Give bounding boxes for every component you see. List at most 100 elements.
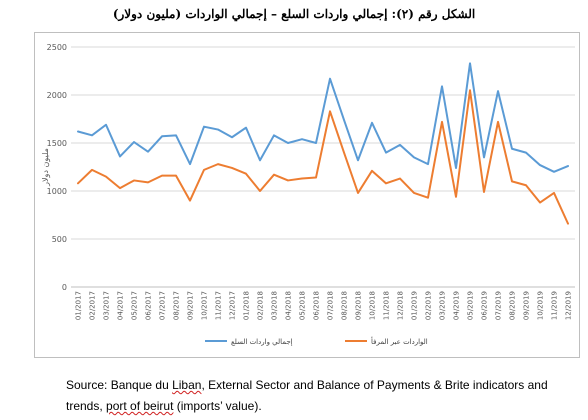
x-tick-label: 11/2018	[383, 291, 391, 320]
data-point	[119, 155, 121, 157]
data-point	[371, 122, 373, 124]
data-point	[217, 163, 219, 165]
data-point	[399, 177, 401, 179]
source-liban: Liban	[172, 378, 202, 392]
series-line-2	[77, 89, 569, 225]
data-point	[231, 167, 233, 169]
data-point	[301, 138, 303, 140]
x-tick-label: 09/2017	[187, 291, 195, 320]
data-point	[455, 196, 457, 198]
data-point	[91, 169, 93, 171]
x-tick-label: 01/2019	[411, 291, 419, 320]
x-tick-label: 06/2017	[145, 291, 153, 320]
x-tick-label: 03/2017	[103, 291, 111, 320]
x-tick-label: 01/2017	[75, 291, 83, 320]
x-tick-label: 04/2017	[117, 291, 125, 320]
x-tick-label: 11/2017	[215, 291, 223, 320]
source-prefix: Source: Banque du	[66, 378, 173, 392]
x-tick-label: 10/2018	[369, 291, 377, 320]
data-point	[189, 199, 191, 201]
data-point	[301, 177, 303, 179]
x-tick-label: 04/2018	[285, 291, 293, 320]
data-point	[203, 125, 205, 127]
data-point	[483, 191, 485, 193]
data-point	[553, 192, 555, 194]
source-suffix: (imports’ value).	[173, 399, 262, 413]
x-tick-label: 10/2019	[537, 291, 545, 320]
data-point	[343, 151, 345, 153]
x-tick-label: 07/2017	[159, 291, 167, 320]
chart-area: 0 500 1000 1500 2000 2500 مليون دولار 01/2017 0…	[34, 32, 580, 358]
data-point	[329, 110, 331, 112]
data-point	[147, 150, 149, 152]
y-tick-label: 2000	[47, 91, 67, 100]
x-tick-label: 06/2018	[313, 291, 321, 320]
source-middle: , External Sector and Balance of Payment…	[66, 378, 548, 413]
data-point	[497, 90, 499, 92]
x-tick-label: 03/2019	[439, 291, 447, 320]
data-point	[315, 176, 317, 178]
data-point	[133, 179, 135, 181]
data-point	[189, 163, 191, 165]
data-point	[105, 124, 107, 126]
data-point	[441, 85, 443, 87]
x-tick-label: 02/2019	[425, 291, 433, 320]
data-point	[427, 163, 429, 165]
data-point	[525, 151, 527, 153]
x-tick-label: 09/2018	[355, 291, 363, 320]
data-point	[259, 190, 261, 192]
data-point	[245, 173, 247, 175]
data-point	[343, 119, 345, 121]
x-tick-label: 08/2019	[509, 291, 517, 320]
data-point	[259, 159, 261, 161]
x-tick-label: 05/2017	[131, 291, 139, 320]
source-note: Source: Banque du Liban, External Sector…	[66, 375, 576, 417]
x-tick-label: 11/2019	[551, 291, 559, 320]
x-tick-label: 05/2018	[299, 291, 307, 320]
data-point	[371, 170, 373, 172]
data-point	[385, 151, 387, 153]
x-tick-label: 08/2017	[173, 291, 181, 320]
series-line-1	[77, 62, 569, 173]
x-tick-label: 10/2017	[201, 291, 209, 320]
line-chart: 0 500 1000 1500 2000 2500 مليون دولار 01/2017 0…	[41, 43, 575, 346]
data-point	[539, 201, 541, 203]
data-point	[147, 181, 149, 183]
data-point	[91, 134, 93, 136]
data-point	[385, 182, 387, 184]
data-point	[329, 77, 331, 79]
y-tick-label: 2500	[47, 43, 67, 52]
data-point	[567, 222, 569, 224]
data-point	[497, 121, 499, 123]
data-point	[287, 179, 289, 181]
data-point	[273, 173, 275, 175]
data-point	[175, 134, 177, 136]
data-point	[287, 142, 289, 144]
data-point	[231, 136, 233, 138]
chart-title: الشكل رقم (٢): إجمالي واردات السلع – إجم…	[112, 7, 476, 21]
x-tick-label: 05/2019	[467, 291, 475, 320]
data-point	[399, 144, 401, 146]
data-point	[357, 159, 359, 161]
y-tick-label: 0	[62, 283, 67, 292]
x-tick-label: 02/2017	[89, 291, 97, 320]
data-point	[441, 121, 443, 123]
data-point	[245, 126, 247, 128]
x-tick-label: 04/2019	[453, 291, 461, 320]
x-tick-label: 01/2018	[243, 291, 251, 320]
data-point	[273, 134, 275, 136]
data-point	[413, 192, 415, 194]
data-point	[539, 164, 541, 166]
data-point	[119, 187, 121, 189]
x-tick-label: 12/2018	[397, 291, 405, 320]
y-tick-label: 1000	[47, 187, 67, 196]
data-point	[133, 141, 135, 143]
y-axis-title: مليون دولار	[41, 148, 50, 187]
data-point	[511, 148, 513, 150]
x-tick-label: 02/2018	[257, 291, 265, 320]
x-tick-label: 07/2018	[327, 291, 335, 320]
x-tick-label: 07/2019	[495, 291, 503, 320]
x-tick-label: 06/2019	[481, 291, 489, 320]
data-point	[315, 142, 317, 144]
data-point	[77, 130, 79, 132]
